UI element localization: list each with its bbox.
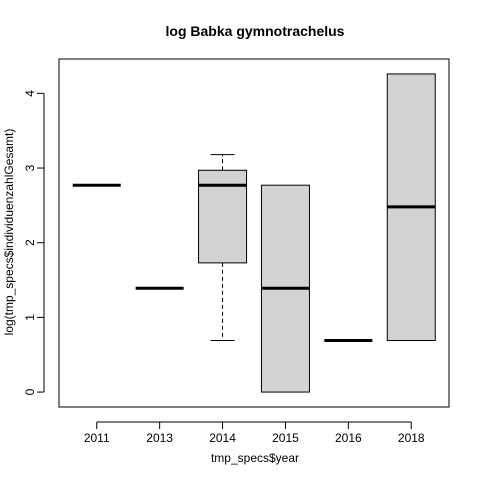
y-axis-label: log(tmp_specs$individuenzahlGesamt) <box>2 129 16 336</box>
y-axis: 0 1 2 3 4 <box>23 90 45 395</box>
box-2014 <box>198 154 248 342</box>
x-tick-label: 2018 <box>398 431 425 445</box>
box-2015 <box>260 184 310 393</box>
x-tick-label: 2011 <box>84 431 110 445</box>
y-tick-label: 2 <box>23 239 37 246</box>
chart-title: log Babka gymnotrachelus <box>166 23 345 39</box>
box-2018 <box>386 73 436 342</box>
x-tick-label: 2015 <box>272 431 299 445</box>
boxes-group <box>72 73 436 393</box>
x-tick-label: 2013 <box>146 431 173 445</box>
y-tick-label: 3 <box>23 164 37 171</box>
x-tick-label: 2016 <box>335 431 362 445</box>
x-tick-label: 2014 <box>209 431 236 445</box>
x-axis: 2011 2013 2014 2015 2016 2018 <box>84 421 425 445</box>
y-tick-label: 4 <box>23 90 37 97</box>
y-tick-label: 0 <box>23 388 37 395</box>
y-tick-label: 1 <box>23 314 37 321</box>
x-axis-label: tmp_specs$year <box>211 451 299 465</box>
plot-frame <box>58 58 450 408</box>
